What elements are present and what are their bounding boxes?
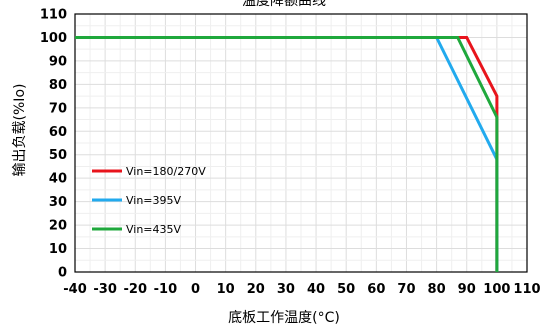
grid — [74, 13, 528, 273]
y-axis-label: 输出负载(%Io) — [12, 84, 28, 177]
plot-frame — [74, 13, 528, 273]
x-tick-label: 40 — [307, 282, 325, 297]
axes — [74, 13, 528, 273]
y-tick-label: 50 — [49, 148, 67, 163]
legend-label: Vin=435V — [126, 223, 182, 236]
y-tick-label: 110 — [40, 8, 67, 23]
y-tick-label: 20 — [49, 219, 67, 234]
legend: Vin=180/270V Vin=395V Vin=435V — [92, 165, 206, 236]
x-tick-label: 20 — [247, 282, 265, 297]
x-tick-label: -20 — [124, 282, 148, 297]
x-tick-label: -40 — [63, 282, 87, 297]
x-tick-label: -30 — [93, 282, 117, 297]
x-axis-label: 底板工作温度(°C) — [228, 310, 340, 326]
x-tick-label: 30 — [277, 282, 295, 297]
x-tick-label: 100 — [483, 282, 510, 297]
legend-label: Vin=395V — [126, 194, 182, 207]
legend-label: Vin=180/270V — [126, 165, 206, 178]
x-tick-label: 110 — [513, 282, 540, 297]
x-tick-labels: -40 -30 -20 -10 0 10 20 30 40 50 60 70 80 90 100 110 — [63, 282, 540, 297]
x-tick-label: 10 — [217, 282, 235, 297]
y-tick-label: 60 — [49, 125, 67, 140]
y-tick-label: 0 — [58, 266, 67, 281]
x-tick-label: 70 — [397, 282, 415, 297]
x-tick-label: 60 — [367, 282, 385, 297]
y-tick-label: 70 — [49, 101, 67, 116]
y-tick-label: 30 — [49, 195, 67, 210]
y-tick-label: 10 — [49, 242, 67, 257]
x-tick-label: -10 — [154, 282, 178, 297]
chart-title: 温度降额曲线 — [242, 0, 326, 9]
x-tick-label: 80 — [428, 282, 446, 297]
y-tick-label: 100 — [40, 31, 67, 46]
x-tick-label: 0 — [191, 282, 200, 297]
y-tick-label: 90 — [49, 54, 67, 69]
x-tick-label: 50 — [337, 282, 355, 297]
y-tick-labels: 0 10 20 30 40 50 60 70 80 90 100 110 — [40, 8, 67, 281]
y-tick-label: 40 — [49, 172, 67, 187]
x-tick-label: 90 — [458, 282, 476, 297]
series-line-3 — [75, 36, 499, 272]
series-lines — [75, 36, 499, 272]
y-tick-label: 80 — [49, 78, 67, 93]
